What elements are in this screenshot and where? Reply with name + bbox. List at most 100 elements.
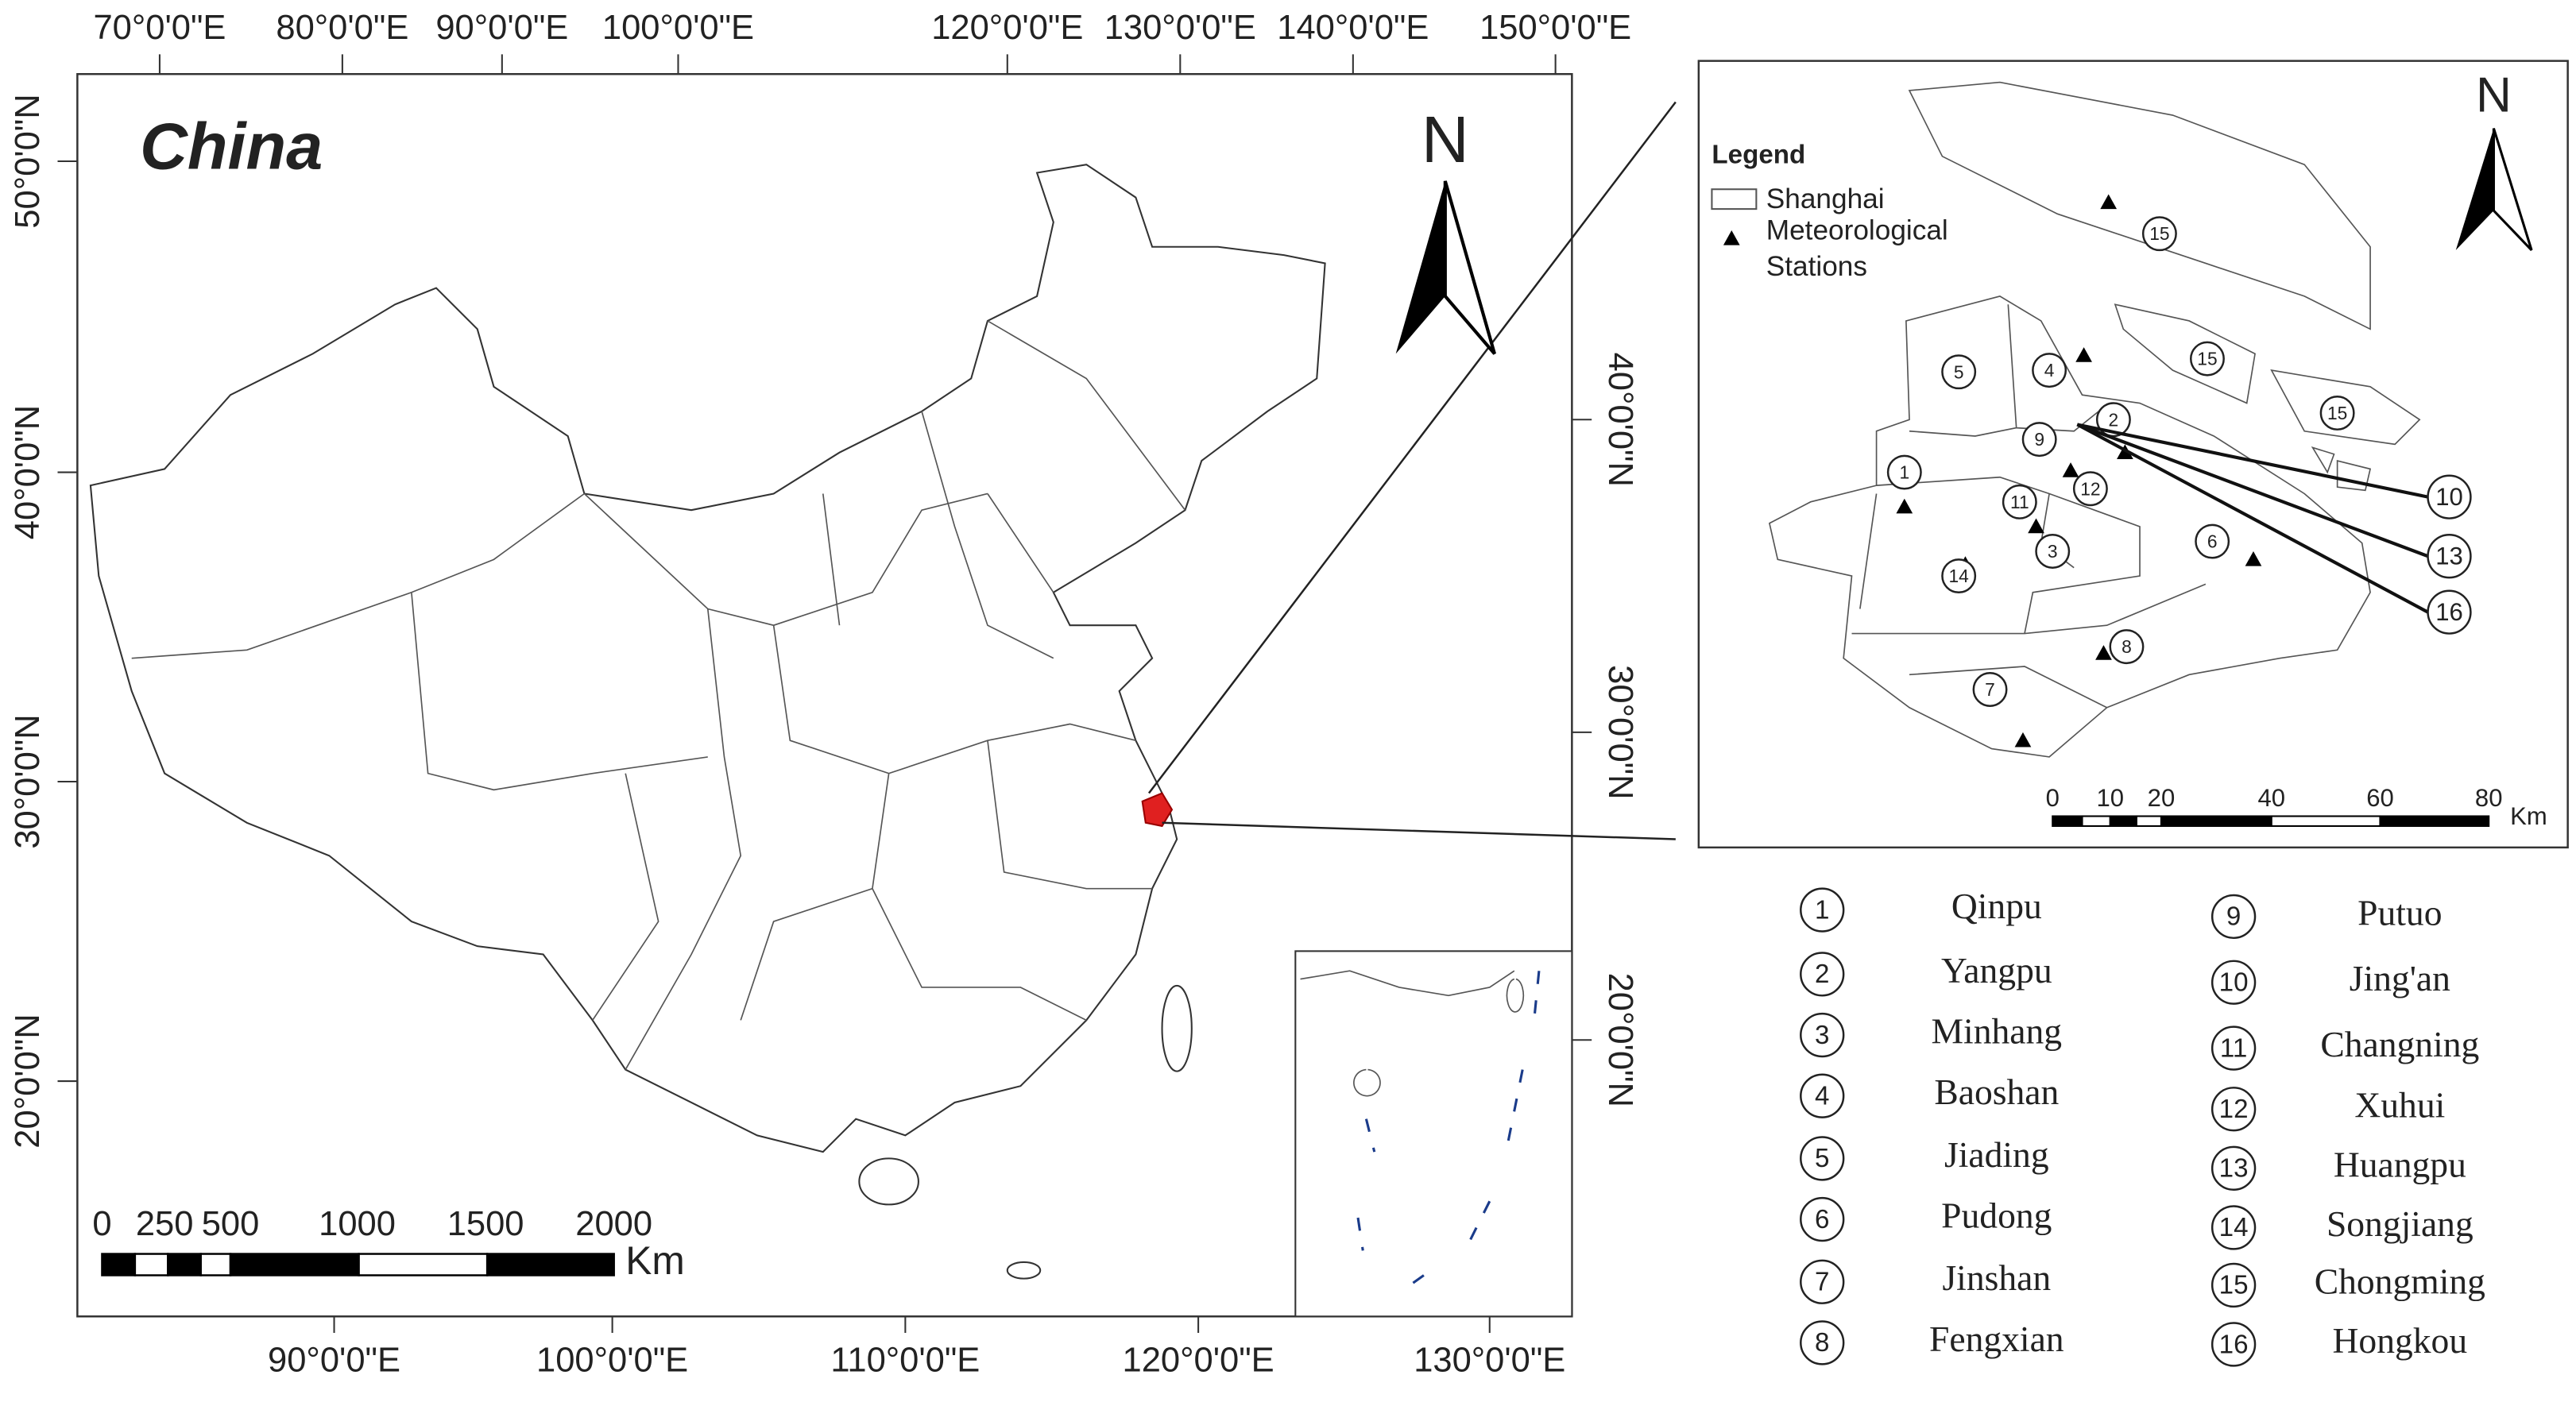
callout-line: [2076, 423, 2429, 614]
island: [1006, 1261, 1042, 1280]
district-label: 15: [2327, 403, 2347, 423]
scale-label: 2000: [575, 1205, 652, 1243]
scale-unit: Km: [2510, 802, 2547, 830]
list-number: 3: [1815, 1021, 1829, 1050]
list-circle: [2210, 1205, 2257, 1250]
north-label: N: [1421, 102, 1469, 176]
list-name: Jing'an: [2350, 958, 2450, 998]
list-number: 10: [2219, 968, 2249, 998]
callout-line: [2076, 423, 2428, 499]
list-name: Songjiang: [2327, 1203, 2474, 1244]
district-label: 7: [1985, 679, 1995, 700]
right-label: 40°0'0"N: [1601, 353, 1639, 487]
district-circle: [2195, 523, 2230, 559]
list-name: Yangpu: [1941, 950, 2052, 991]
list-number: 8: [1815, 1328, 1829, 1358]
list-circle: [1800, 1012, 1845, 1058]
top-label: 90°0'0"E: [435, 9, 568, 47]
district-circle: [2095, 402, 2131, 438]
bottom-label: 130°0'0"E: [1414, 1342, 1565, 1380]
list-number: 4: [1815, 1081, 1829, 1110]
scale-label: 1500: [447, 1205, 524, 1243]
district-label: 11: [2010, 492, 2029, 512]
list-circle: [1800, 1320, 1845, 1365]
district-label: 8: [2122, 636, 2132, 657]
district-label: 16: [2435, 598, 2463, 626]
district-circle: [1941, 354, 1977, 390]
bottom-label: 110°0'0"E: [830, 1342, 980, 1380]
list-number: 11: [2220, 1033, 2247, 1063]
left-label: 30°0'0"N: [9, 714, 47, 848]
district-label: 5: [1954, 361, 1964, 382]
legend-title: Legend: [1712, 141, 1805, 170]
legend-triangle: [1723, 230, 1740, 245]
legend-item: Shanghai: [1766, 183, 1885, 214]
bottom-label: 120°0'0"E: [1123, 1342, 1274, 1380]
district-circle: [1972, 672, 2008, 707]
north-arrow: [1443, 180, 1496, 355]
top-label: 120°0'0"E: [931, 9, 1083, 47]
list-name: Fengxian: [1929, 1319, 2064, 1359]
top-label: 70°0'0"E: [93, 9, 226, 47]
north-arrow: [2492, 128, 2533, 251]
list-number: 6: [1815, 1205, 1829, 1234]
top-label: 100°0'0"E: [602, 9, 754, 47]
district-label: 6: [2207, 531, 2218, 552]
left-label: 50°0'0"N: [9, 94, 47, 228]
list-number: 14: [2219, 1213, 2249, 1242]
district-label: 15: [2197, 349, 2217, 369]
list-name: Putuo: [2357, 892, 2442, 933]
district-circle: [1886, 454, 1922, 490]
list-circle: [1800, 1196, 1845, 1242]
scale-label: 40: [2257, 784, 2285, 812]
district-circle: [2427, 534, 2472, 579]
legend-item: Meteorological: [1766, 214, 1948, 245]
map-title: China: [140, 109, 323, 183]
list-circle: [1800, 1136, 1845, 1181]
nine-dash-line: [1356, 971, 1541, 1285]
list-name: Chongming: [2315, 1261, 2485, 1301]
scale-label: 10: [2096, 784, 2124, 812]
list-name: Xuhui: [2354, 1085, 2445, 1126]
list-number: 7: [1815, 1268, 1829, 1297]
list-circle: [2210, 1262, 2257, 1308]
list-name: Jiading: [1944, 1134, 2049, 1175]
scale-label: 250: [136, 1205, 194, 1243]
district-label: 3: [2048, 541, 2058, 562]
list-number: 12: [2219, 1095, 2249, 1124]
scale-label: 0: [92, 1205, 111, 1243]
district-circle: [2427, 589, 2472, 635]
district-label: 1: [1899, 462, 1909, 483]
top-label: 150°0'0"E: [1479, 9, 1631, 47]
callout-line: [2076, 423, 2429, 558]
list-name: Changning: [2320, 1024, 2479, 1064]
shanghai-highlight: [1141, 792, 1174, 828]
district-circle: [2032, 353, 2067, 388]
list-name: Qinpu: [1951, 886, 2042, 926]
district-label: 2: [2109, 409, 2119, 430]
north-label: N: [2476, 68, 2512, 123]
inset-scale-bar: [2052, 815, 2490, 827]
province-borders: [131, 320, 1186, 1070]
hainan: [858, 1157, 919, 1206]
list-number: 15: [2219, 1271, 2249, 1300]
list-circle: [2210, 1025, 2257, 1071]
list-circle: [1800, 1259, 1845, 1304]
list-circle: [2210, 1145, 2257, 1191]
bottom-label: 90°0'0"E: [268, 1342, 400, 1380]
list-name: Pudong: [1941, 1195, 2052, 1235]
scale-label: 60: [2366, 784, 2394, 812]
list-circle: [1800, 887, 1845, 933]
list-number: 16: [2219, 1330, 2249, 1359]
china-outline: [89, 164, 1326, 1153]
list-name: Hongkou: [2333, 1320, 2468, 1361]
district-circle: [2002, 484, 2037, 519]
top-label: 80°0'0"E: [276, 9, 408, 47]
scale-label: 0: [2046, 784, 2060, 812]
taiwan: [1161, 984, 1193, 1072]
list-name: Jinshan: [1942, 1257, 2051, 1298]
district-label: 12: [2080, 478, 2100, 499]
list-circle: [2210, 894, 2257, 940]
scale-bar: [101, 1253, 615, 1276]
scale-unit: Km: [625, 1238, 685, 1283]
